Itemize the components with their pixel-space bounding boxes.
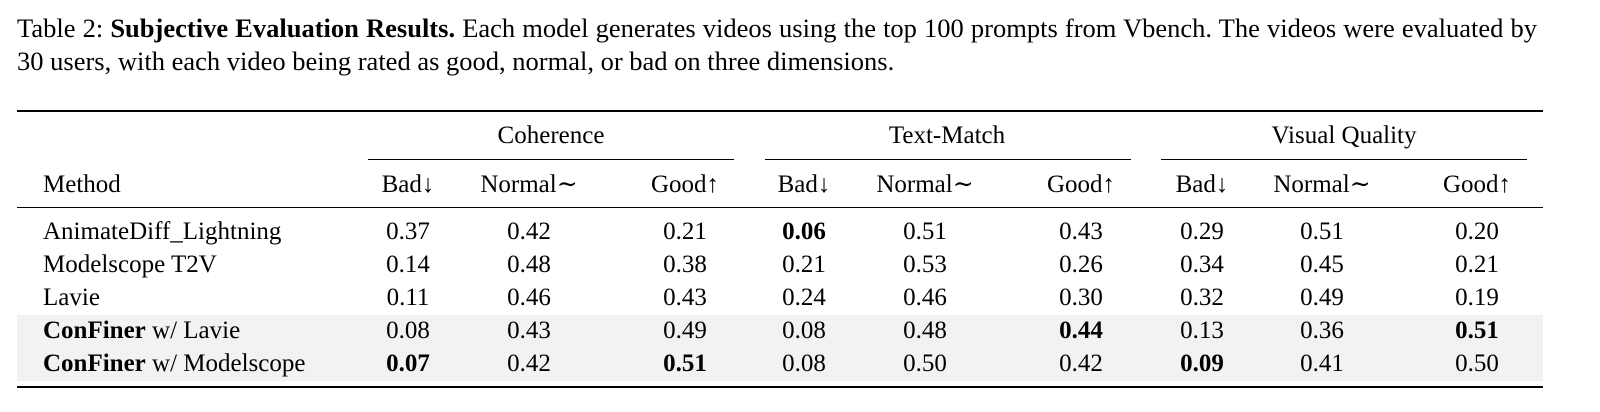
table-cell: 0.34 bbox=[1180, 251, 1224, 278]
table-cell: 0.50 bbox=[1455, 350, 1499, 377]
table-cell: 0.51 bbox=[1300, 218, 1344, 245]
column-header: Good↑ bbox=[650, 171, 720, 198]
method-name: ConFiner w/ Modelscope bbox=[43, 349, 305, 379]
table-bottom-rule bbox=[17, 386, 1543, 388]
column-header: Good↑ bbox=[1046, 171, 1116, 198]
table-cell: 0.48 bbox=[903, 317, 947, 344]
table-cell: 0.45 bbox=[1300, 251, 1344, 278]
highlight-row-background bbox=[17, 348, 1543, 381]
table-cell: 0.13 bbox=[1180, 317, 1224, 344]
table-cell: 0.21 bbox=[663, 218, 707, 245]
group-underline bbox=[1161, 159, 1527, 160]
table-cell: 0.48 bbox=[507, 251, 551, 278]
table-top-rule bbox=[17, 110, 1543, 112]
table-cell: 0.09 bbox=[1180, 350, 1224, 377]
table-header-rule bbox=[17, 207, 1543, 208]
table-cell: 0.26 bbox=[1059, 251, 1103, 278]
highlight-row-background bbox=[17, 315, 1543, 348]
table-cell: 0.41 bbox=[1300, 350, 1344, 377]
group-header: Visual Quality bbox=[1271, 122, 1417, 149]
table-cell: 0.42 bbox=[507, 350, 551, 377]
table-cell: 0.24 bbox=[782, 284, 826, 311]
table-cell: 0.44 bbox=[1059, 317, 1103, 344]
table-cell: 0.21 bbox=[1455, 251, 1499, 278]
method-name-text: AnimateDiff_Lightning bbox=[43, 218, 282, 245]
group-underline bbox=[368, 159, 734, 160]
column-header: Normal∼ bbox=[876, 171, 974, 198]
group-underline bbox=[765, 159, 1131, 160]
caption-lead: Subjective Evaluation Results. bbox=[110, 13, 456, 43]
table-cell: 0.32 bbox=[1180, 284, 1224, 311]
method-name-bold: ConFiner bbox=[43, 317, 146, 344]
table-cell: 0.46 bbox=[507, 284, 551, 311]
table-cell: 0.49 bbox=[663, 317, 707, 344]
table-cell: 0.51 bbox=[903, 218, 947, 245]
method-name-text: Modelscope T2V bbox=[43, 251, 217, 278]
table-cell: 0.51 bbox=[663, 350, 707, 377]
table-cell: 0.38 bbox=[663, 251, 707, 278]
column-header: Normal∼ bbox=[480, 171, 578, 198]
method-header: Method bbox=[43, 171, 121, 198]
method-name-text: w/ Modelscope bbox=[145, 350, 306, 377]
method-name-text: w/ Lavie bbox=[145, 317, 241, 344]
table-cell: 0.36 bbox=[1300, 317, 1344, 344]
column-header: Good↑ bbox=[1442, 171, 1512, 198]
table-cell: 0.43 bbox=[1059, 218, 1103, 245]
table-cell: 0.19 bbox=[1455, 284, 1499, 311]
table-cell: 0.46 bbox=[903, 284, 947, 311]
method-name: Modelscope T2V bbox=[43, 250, 217, 280]
table-cell: 0.37 bbox=[386, 218, 430, 245]
table-cell: 0.42 bbox=[507, 218, 551, 245]
table-cell: 0.06 bbox=[782, 218, 826, 245]
group-header: Text-Match bbox=[888, 122, 1006, 149]
table-cell: 0.08 bbox=[386, 317, 430, 344]
table-cell: 0.53 bbox=[903, 251, 947, 278]
method-name: AnimateDiff_Lightning bbox=[43, 217, 281, 247]
table-cell: 0.50 bbox=[903, 350, 947, 377]
column-header: Normal∼ bbox=[1273, 171, 1371, 198]
table-caption: Table 2: Subjective Evaluation Results. … bbox=[17, 12, 1537, 78]
column-header: Bad↓ bbox=[777, 171, 831, 198]
table-cell: 0.08 bbox=[782, 350, 826, 377]
table-cell: 0.14 bbox=[386, 251, 430, 278]
table-cell: 0.43 bbox=[663, 284, 707, 311]
group-header: Coherence bbox=[497, 122, 605, 149]
method-name: ConFiner w/ Lavie bbox=[43, 316, 240, 346]
table-cell: 0.51 bbox=[1455, 317, 1499, 344]
table-cell: 0.42 bbox=[1059, 350, 1103, 377]
table-cell: 0.21 bbox=[782, 251, 826, 278]
table-cell: 0.29 bbox=[1180, 218, 1224, 245]
table-cell: 0.20 bbox=[1455, 218, 1499, 245]
method-name: Lavie bbox=[43, 283, 100, 313]
table-cell: 0.07 bbox=[386, 350, 430, 377]
table-cell: 0.43 bbox=[507, 317, 551, 344]
method-name-text: Lavie bbox=[43, 284, 100, 311]
table-cell: 0.11 bbox=[386, 284, 430, 311]
table-cell: 0.30 bbox=[1059, 284, 1103, 311]
method-name-bold: ConFiner bbox=[43, 350, 146, 377]
column-header: Bad↓ bbox=[1175, 171, 1229, 198]
caption-text: Each model generates videos using the to… bbox=[17, 13, 1537, 76]
table-cell: 0.08 bbox=[782, 317, 826, 344]
table-cell: 0.49 bbox=[1300, 284, 1344, 311]
caption-label: Table 2: bbox=[17, 13, 104, 43]
column-header: Bad↓ bbox=[381, 171, 435, 198]
